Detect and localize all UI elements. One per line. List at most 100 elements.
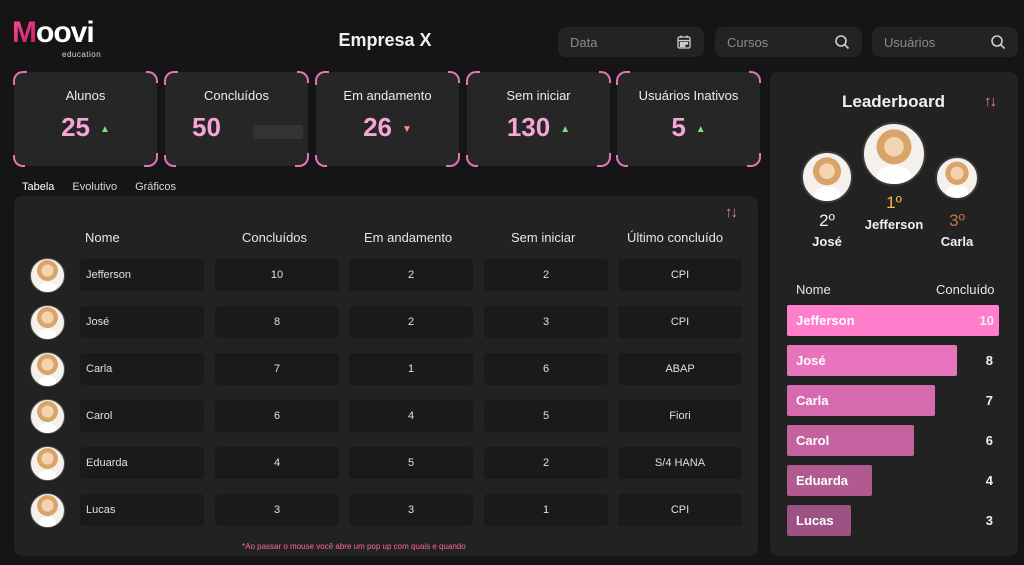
cell-name[interactable]: Lucas bbox=[80, 494, 204, 526]
avatar-first-place[interactable] bbox=[862, 122, 926, 186]
leaderboard-bar[interactable]: Carla bbox=[787, 385, 935, 416]
cell-completed[interactable]: 8 bbox=[215, 306, 339, 338]
cell-completed[interactable]: 3 bbox=[215, 494, 339, 526]
cell-completed[interactable]: 4 bbox=[215, 447, 339, 479]
stat-card-in-progress: Em andamento 26 ▼ bbox=[315, 71, 460, 167]
stat-value: 130 bbox=[506, 112, 551, 142]
cell-completed[interactable]: 7 bbox=[215, 353, 339, 385]
cell-in-progress[interactable]: 2 bbox=[349, 306, 473, 338]
stat-card-not-started: Sem iniciar 130 ▲ bbox=[466, 71, 611, 167]
sort-icon[interactable]: ↑↓ bbox=[725, 204, 738, 221]
leaderboard-col-completed: Concluído bbox=[936, 282, 995, 297]
leaderboard-value: 10 bbox=[979, 313, 994, 328]
stat-label: Usuários Inativos bbox=[638, 88, 739, 103]
cell-name[interactable]: Eduarda bbox=[80, 447, 204, 479]
stat-value: 25 bbox=[61, 112, 90, 142]
cell-name[interactable]: Jefferson bbox=[80, 259, 204, 291]
stat-value-wrap: 130 ▲ bbox=[467, 112, 610, 143]
date-filter-label: Data bbox=[570, 34, 598, 50]
cell-in-progress[interactable]: 5 bbox=[349, 447, 473, 479]
stat-card-inactive-users: Usuários Inativos 5 ▲ bbox=[616, 71, 761, 167]
cell-last-completed[interactable]: CPI bbox=[618, 306, 742, 338]
cell-completed[interactable]: 6 bbox=[215, 400, 339, 432]
avatar[interactable] bbox=[30, 446, 65, 481]
cell-not-started[interactable]: 2 bbox=[484, 447, 608, 479]
leaderboard-bar[interactable]: Carol bbox=[787, 425, 914, 456]
users-search[interactable]: Usuários bbox=[872, 27, 1018, 57]
table-row[interactable]: Carla 7 1 6 ABAP bbox=[14, 352, 758, 387]
cell-last-completed[interactable]: S/4 HANA bbox=[618, 447, 742, 479]
date-filter[interactable]: Data bbox=[558, 27, 704, 57]
avatar[interactable] bbox=[30, 305, 65, 340]
cell-name[interactable]: José bbox=[80, 306, 204, 338]
cell-last-completed[interactable]: Fiori bbox=[618, 400, 742, 432]
avatar[interactable] bbox=[30, 399, 65, 434]
table-row[interactable]: Eduarda 4 5 2 S/4 HANA bbox=[14, 446, 758, 481]
leaderboard-bar-name: Carol bbox=[796, 433, 830, 448]
stat-label: Concluídos bbox=[203, 88, 270, 103]
calendar-icon bbox=[677, 35, 691, 49]
column-header-completed: Concluídos bbox=[242, 230, 308, 245]
stat-label: Em andamento bbox=[343, 88, 432, 103]
cell-in-progress[interactable]: 3 bbox=[349, 494, 473, 526]
moovi-logo[interactable]: Moovi education bbox=[12, 16, 122, 62]
tab-evolution[interactable]: Evolutivo bbox=[72, 181, 118, 193]
cell-completed[interactable]: 10 bbox=[215, 259, 339, 291]
cell-in-progress[interactable]: 1 bbox=[349, 353, 473, 385]
leaderboard-bar[interactable]: Jefferson bbox=[787, 305, 999, 336]
search-icon bbox=[991, 35, 1006, 50]
cell-last-completed[interactable]: CPI bbox=[618, 259, 742, 291]
leaderboard-bar[interactable]: José bbox=[787, 345, 957, 376]
table-row[interactable]: Carol 6 4 5 Fiori bbox=[14, 399, 758, 434]
cell-in-progress[interactable]: 2 bbox=[349, 259, 473, 291]
leaderboard-bar-name: Jefferson bbox=[796, 313, 855, 328]
table-row[interactable]: José 8 2 3 CPI bbox=[14, 305, 758, 340]
leaderboard-title: Leaderboard bbox=[842, 92, 945, 111]
cell-in-progress[interactable]: 4 bbox=[349, 400, 473, 432]
avatar-second-place[interactable] bbox=[801, 151, 853, 203]
leaderboard-col-name: Nome bbox=[796, 282, 831, 297]
stat-value: 26 bbox=[363, 112, 392, 142]
cell-not-started[interactable]: 1 bbox=[484, 494, 608, 526]
table-row[interactable]: Lucas 3 3 1 CPI bbox=[14, 493, 758, 528]
trend-up-icon: ▲ bbox=[560, 123, 571, 135]
stat-label: Sem iniciar bbox=[506, 88, 571, 103]
search-icon bbox=[835, 35, 850, 50]
leaderboard-bar[interactable]: Eduarda bbox=[787, 465, 872, 496]
stat-value: 50 bbox=[192, 112, 221, 142]
stat-value: 5 bbox=[671, 112, 686, 142]
avatar[interactable] bbox=[30, 258, 65, 293]
tab-charts[interactable]: Gráficos bbox=[135, 181, 177, 193]
trend-down-icon: ▼ bbox=[402, 123, 412, 135]
logo-word-rest: oovi bbox=[36, 16, 95, 49]
avatar[interactable] bbox=[30, 493, 65, 528]
logo-wordmark: Moovi bbox=[12, 16, 95, 50]
name-third: Carla bbox=[940, 234, 974, 249]
cell-name[interactable]: Carla bbox=[80, 353, 204, 385]
table-row[interactable]: Jefferson 10 2 2 CPI bbox=[14, 258, 758, 293]
trend-up-icon: ▲ bbox=[100, 123, 110, 135]
cell-not-started[interactable]: 5 bbox=[484, 400, 608, 432]
avatar[interactable] bbox=[30, 352, 65, 387]
cell-not-started[interactable]: 6 bbox=[484, 353, 608, 385]
column-header-in-progress: Em andamento bbox=[364, 230, 453, 245]
leaderboard-value: 7 bbox=[985, 393, 993, 408]
stat-card-students: Alunos 25 ▲ bbox=[13, 71, 158, 167]
cell-name[interactable]: Carol bbox=[80, 400, 204, 432]
leaderboard-value: 8 bbox=[985, 353, 993, 368]
logo-m-letter: M bbox=[12, 16, 37, 49]
trend-up-icon: ▲ bbox=[695, 123, 706, 135]
cell-last-completed[interactable]: CPI bbox=[618, 494, 742, 526]
courses-search[interactable]: Cursos bbox=[715, 27, 862, 57]
column-header-last-completed: Último concluído bbox=[627, 230, 724, 245]
hover-footnote: *Ao passar o mouse você abre um pop up c… bbox=[242, 542, 466, 551]
cell-last-completed[interactable]: ABAP bbox=[618, 353, 742, 385]
avatar-third-place[interactable] bbox=[935, 156, 979, 200]
stat-placeholder-bar bbox=[253, 125, 303, 139]
leaderboard-bar[interactable]: Lucas bbox=[787, 505, 851, 536]
stat-value-wrap: 50 bbox=[135, 112, 278, 143]
sort-icon[interactable]: ↑↓ bbox=[984, 93, 997, 110]
cell-not-started[interactable]: 3 bbox=[484, 306, 608, 338]
cell-not-started[interactable]: 2 bbox=[484, 259, 608, 291]
students-table: ↑↓ Nome Concluídos Em andamento Sem inic… bbox=[14, 196, 758, 556]
